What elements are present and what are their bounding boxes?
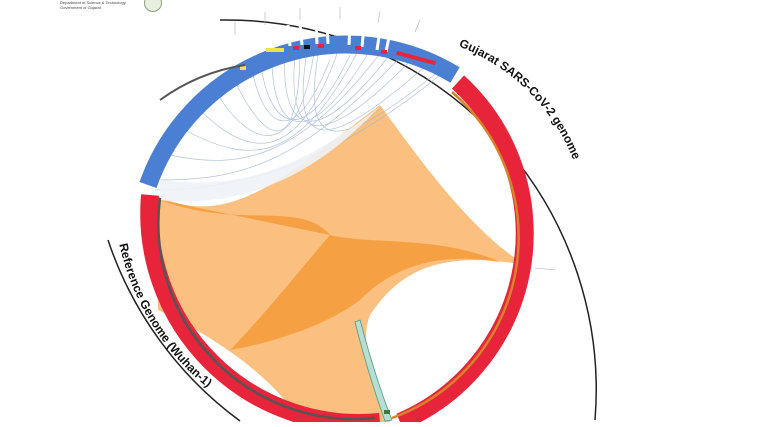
gujarat-genome-band xyxy=(396,75,534,427)
reference-genome-band xyxy=(140,194,381,427)
government-name: Government of Gujarat xyxy=(60,5,101,10)
header-logos: Department of Science & Technology Gover… xyxy=(52,0,202,14)
small-link xyxy=(354,319,393,422)
gujarat-inner-ring xyxy=(391,91,520,420)
variant-inner-ring xyxy=(159,64,246,101)
variant-links xyxy=(154,43,441,191)
variant-band-gaps xyxy=(253,22,392,53)
reference-inner-ring xyxy=(157,197,376,421)
marker-green xyxy=(384,410,390,414)
link-overlap-region xyxy=(160,200,500,350)
outer-circle-bottom xyxy=(107,239,241,422)
emblem-icon xyxy=(144,0,162,12)
variant-markers xyxy=(240,44,436,70)
department-logo-text: Department of Science & Technology Gover… xyxy=(60,0,130,10)
variant-link-fill xyxy=(160,106,380,202)
department-name: Department of Science & Technology xyxy=(60,0,126,5)
ticks xyxy=(234,7,556,271)
